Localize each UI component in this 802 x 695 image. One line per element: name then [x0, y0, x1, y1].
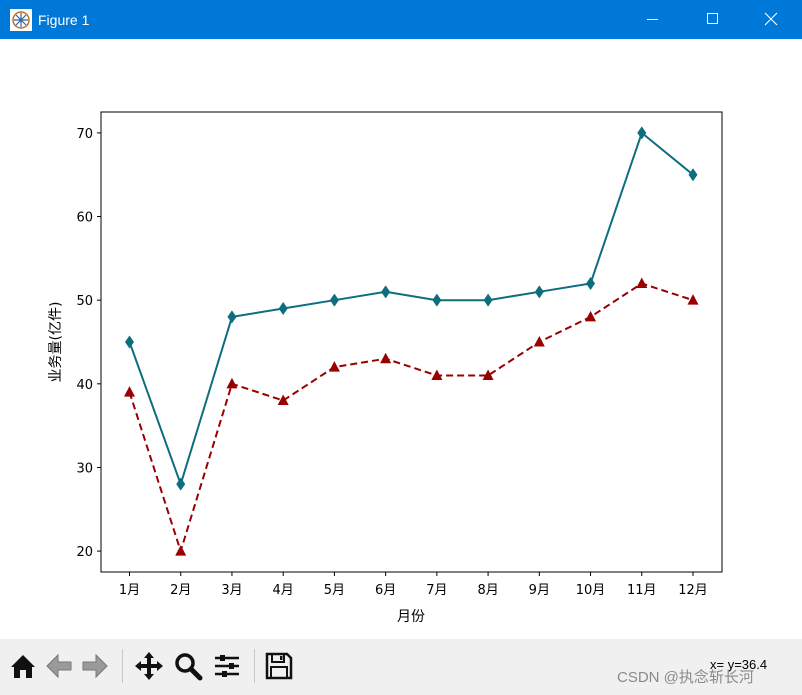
series-2-point: [277, 394, 289, 406]
series-1-point: [278, 302, 288, 316]
configure-button[interactable]: [211, 650, 243, 682]
x-tick-label: 1月: [119, 583, 140, 598]
series-1-point: [329, 293, 339, 307]
series-2-point: [585, 310, 597, 322]
configure-icon: [215, 655, 239, 677]
home-icon: [11, 655, 35, 678]
x-tick-label: 5月: [324, 583, 345, 598]
y-tick-label: 20: [76, 545, 93, 560]
minimize-icon: [647, 19, 658, 20]
minimize-button[interactable]: [630, 0, 676, 39]
title-bar: Figure 1: [0, 0, 802, 39]
series-2-point: [175, 545, 187, 556]
series-1-point: [227, 310, 237, 324]
y-tick-label: 30: [76, 461, 93, 476]
series-1-point: [432, 293, 442, 307]
save-icon: [265, 652, 293, 680]
x-tick-label: 3月: [221, 583, 242, 598]
y-tick-label: 60: [76, 211, 93, 226]
series-1-point: [534, 285, 544, 299]
y-tick-label: 70: [76, 127, 93, 142]
x-axis-label: 月份: [397, 609, 425, 625]
home-button[interactable]: [7, 650, 39, 682]
series-1-point: [688, 168, 698, 182]
back-icon: [46, 653, 72, 679]
coordinate-readout: x= y=36.4: [710, 657, 768, 672]
y-tick-label: 50: [76, 294, 93, 309]
series-1-point: [381, 285, 391, 299]
forward-button[interactable]: [79, 650, 111, 682]
y-axis-label: 业务量(亿件): [48, 302, 64, 383]
series-2-point: [124, 386, 135, 397]
plot-frame: [100, 111, 723, 573]
close-icon: [764, 12, 778, 26]
maximize-button[interactable]: [690, 0, 736, 39]
close-button[interactable]: [748, 0, 794, 39]
maximize-icon: [707, 13, 718, 24]
series-1-line: [128, 131, 694, 488]
x-tick-label: 12月: [678, 583, 708, 598]
series-2-point: [380, 352, 392, 364]
save-button[interactable]: [263, 650, 295, 682]
series-2-point: [431, 369, 443, 380]
zoom-button[interactable]: [172, 650, 204, 682]
x-tick-label: 11月: [627, 583, 657, 598]
watermark: CSDN @执念斩长河: [617, 669, 754, 686]
figure-canvas[interactable]: 20 30 40 50 60 70 1月 2月 3月 4月 5月 6月 7月 8月 9月 10月 11月 12月 …: [0, 39, 802, 639]
navigation-toolbar: [0, 639, 802, 695]
series-2-point: [533, 336, 545, 347]
forward-icon: [82, 653, 108, 679]
series-1-point: [586, 276, 596, 290]
x-tick-label: 10月: [576, 583, 606, 598]
x-tick-label: 2月: [170, 583, 191, 598]
series-2-point: [636, 277, 648, 288]
pan-icon: [135, 652, 163, 680]
toolbar-separator: [122, 649, 123, 683]
figure-app-icon: [10, 9, 32, 31]
series-1-point: [637, 126, 647, 140]
x-tick-label: 9月: [529, 583, 550, 598]
window-title: Figure 1: [38, 12, 90, 28]
series-1-point: [483, 293, 493, 307]
series-2-line: [128, 282, 694, 555]
series-2-point: [482, 369, 494, 380]
x-tick-label: 6月: [375, 583, 396, 598]
x-tick-label: 7月: [426, 583, 447, 598]
series-1-point: [125, 335, 134, 349]
pan-button[interactable]: [133, 650, 165, 682]
series-2-point: [226, 377, 238, 389]
series-2-point: [687, 294, 699, 305]
series-1-point: [176, 477, 186, 491]
series-2-point: [328, 361, 340, 372]
zoom-icon: [175, 653, 203, 681]
x-tick-label: 4月: [273, 583, 294, 598]
x-tick-label: 8月: [477, 583, 498, 598]
y-tick-label: 40: [76, 378, 93, 393]
toolbar-separator: [254, 649, 255, 683]
back-button[interactable]: [43, 650, 75, 682]
